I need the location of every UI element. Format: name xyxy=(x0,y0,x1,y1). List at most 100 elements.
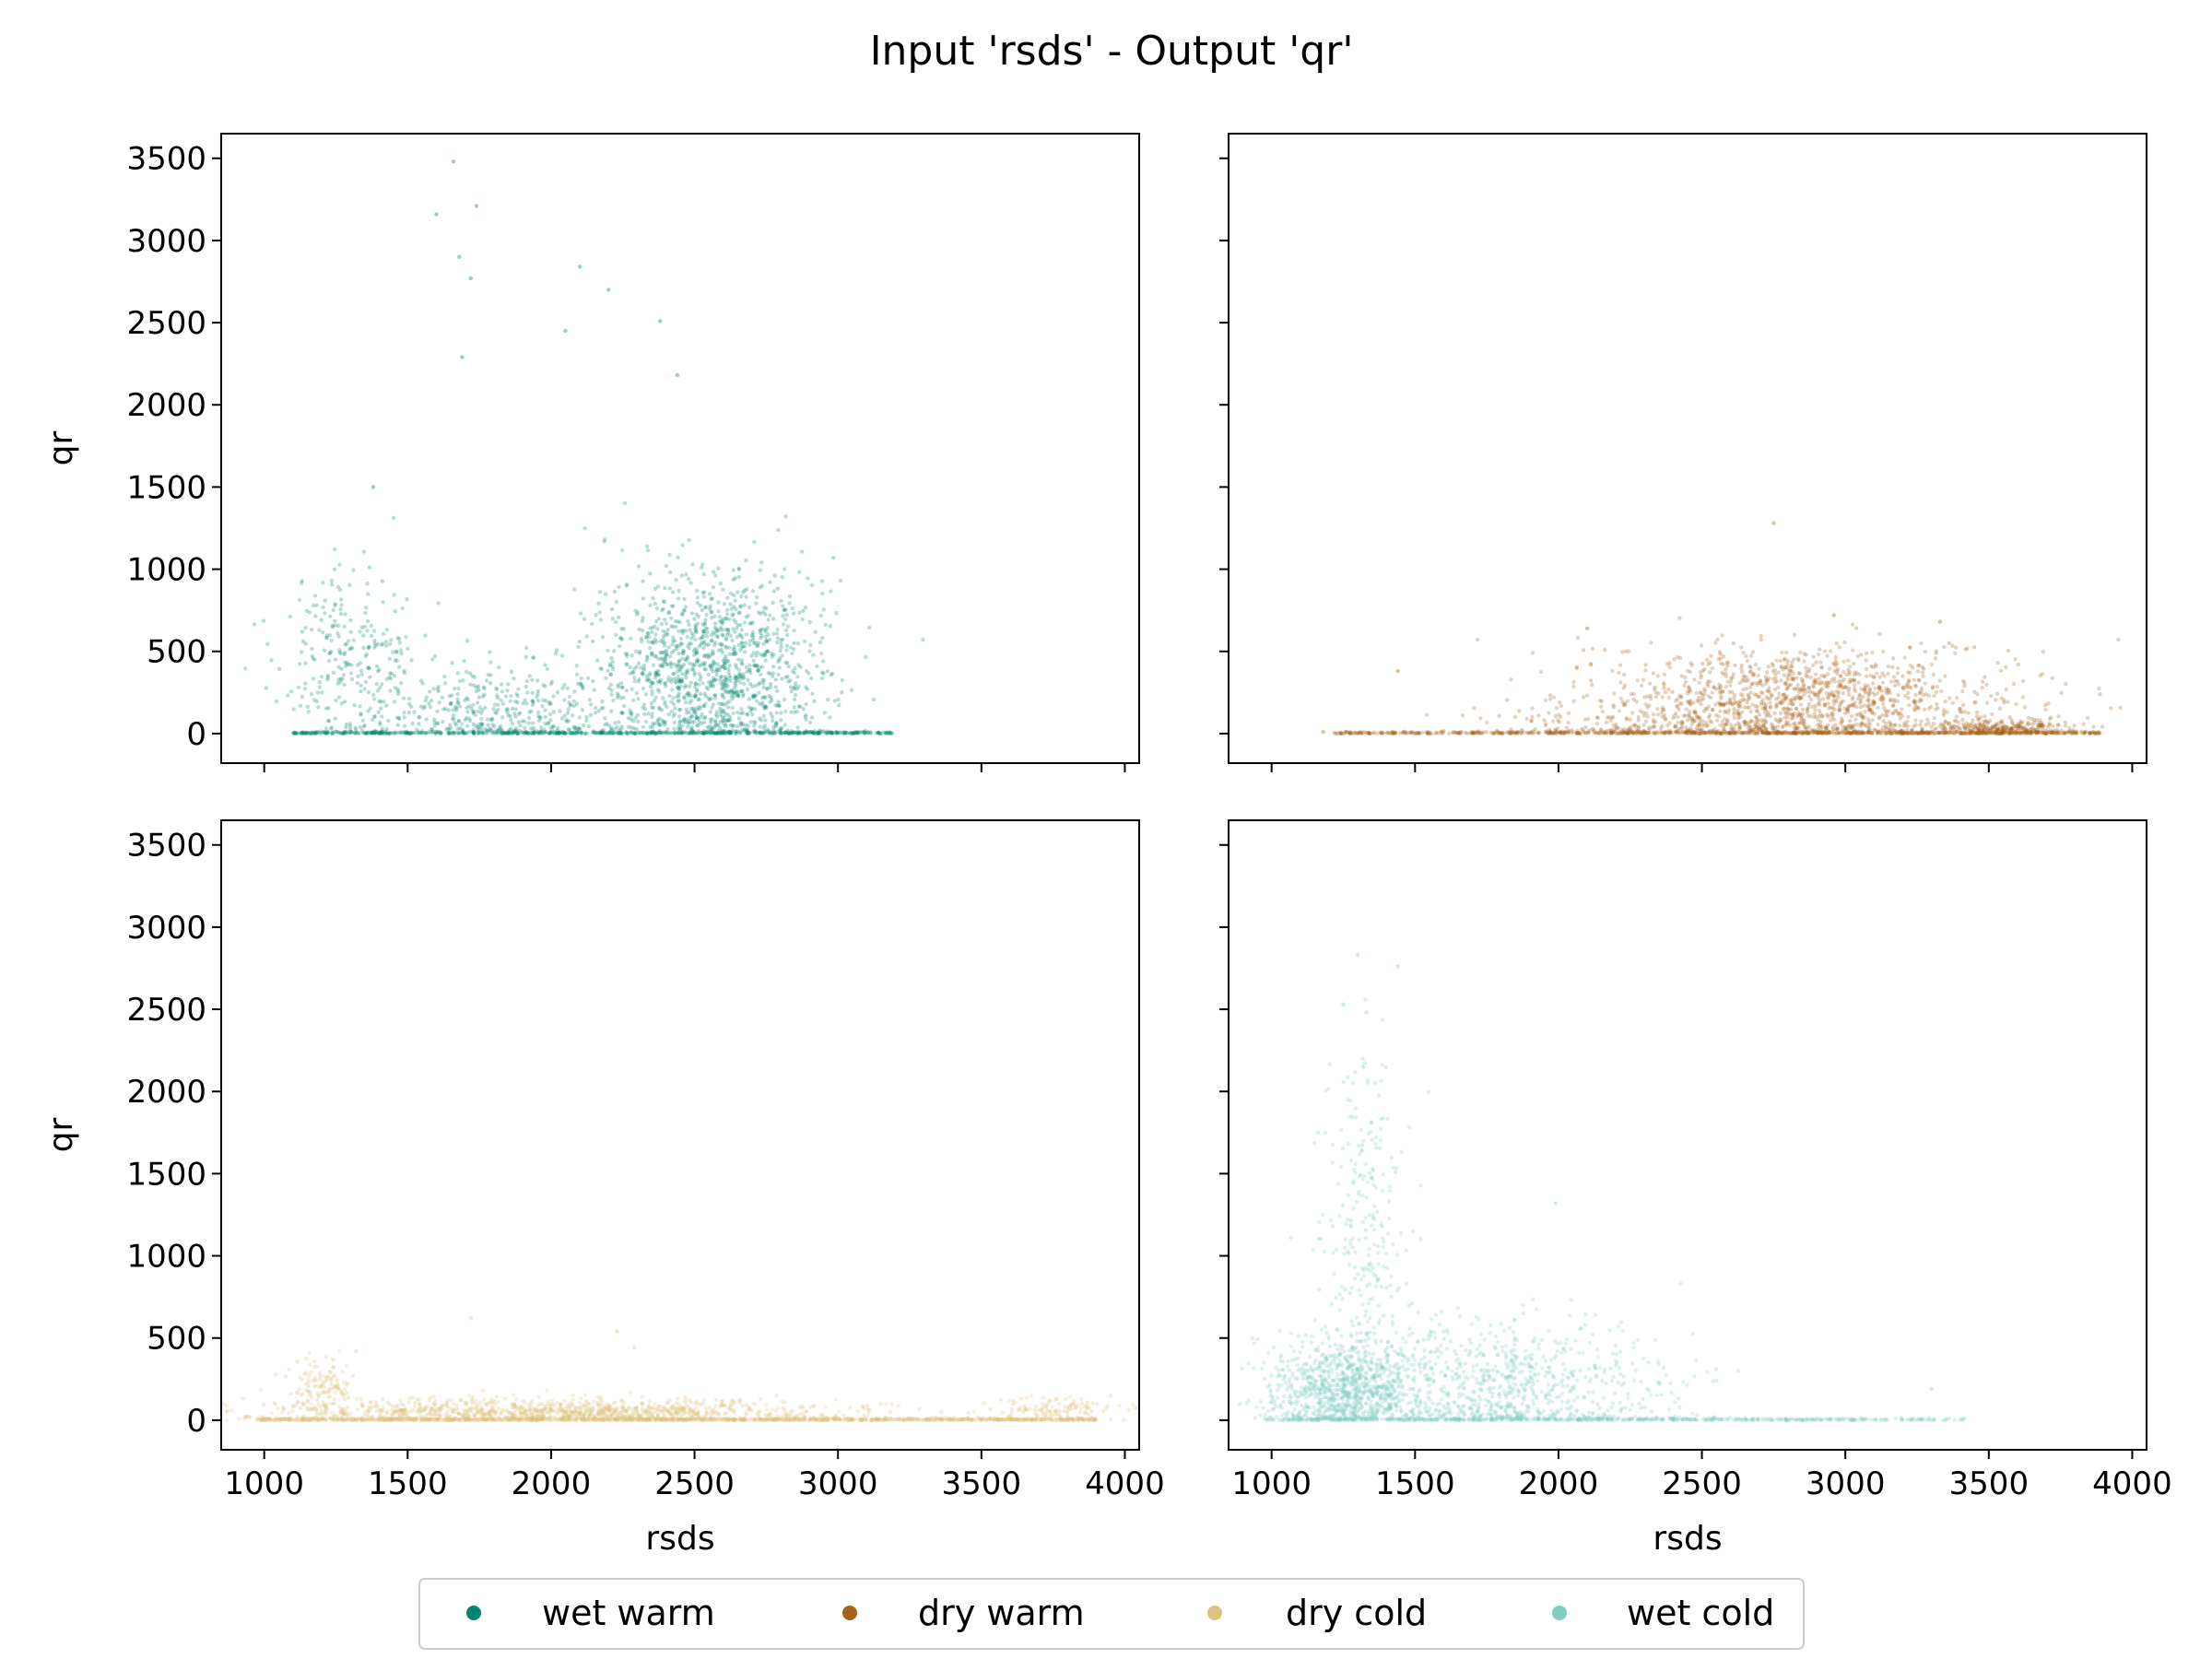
data-point xyxy=(368,731,373,735)
data-point xyxy=(829,589,833,594)
data-point xyxy=(510,731,514,735)
data-point xyxy=(520,729,524,735)
data-point xyxy=(529,709,534,713)
data-point xyxy=(726,667,731,672)
data-point xyxy=(1864,658,1868,663)
data-point xyxy=(649,731,653,735)
data-point xyxy=(830,555,836,560)
data-point xyxy=(1759,683,1765,688)
data-point xyxy=(675,669,680,674)
data-point xyxy=(1594,721,1600,726)
data-point xyxy=(656,656,661,661)
data-point xyxy=(710,596,715,601)
data-point xyxy=(677,720,682,724)
data-point xyxy=(709,730,714,735)
data-point xyxy=(717,614,723,619)
data-point xyxy=(1800,707,1806,712)
data-point xyxy=(740,662,745,666)
data-point xyxy=(532,731,536,735)
data-point xyxy=(551,694,556,699)
data-point xyxy=(686,643,690,648)
data-point xyxy=(678,731,684,735)
data-point xyxy=(530,690,535,695)
data-point xyxy=(1971,645,1977,650)
data-point xyxy=(2043,707,2048,712)
data-point xyxy=(1906,677,1912,683)
data-point xyxy=(804,717,808,722)
data-point xyxy=(614,632,618,637)
data-point xyxy=(514,731,520,735)
data-point xyxy=(1915,669,1921,674)
data-point xyxy=(530,721,535,725)
data-point xyxy=(325,729,330,735)
data-point xyxy=(1787,673,1793,677)
data-point xyxy=(356,731,360,735)
data-point xyxy=(1908,663,1913,668)
data-point xyxy=(515,730,520,735)
data-point xyxy=(830,730,834,735)
data-point xyxy=(1806,701,1812,707)
data-point xyxy=(326,719,331,724)
data-point xyxy=(644,678,649,683)
data-point xyxy=(359,672,364,677)
data-point xyxy=(2032,720,2037,725)
data-point xyxy=(738,605,743,609)
data-point xyxy=(759,730,765,735)
data-point xyxy=(342,700,347,704)
data-point xyxy=(506,713,511,718)
data-point xyxy=(857,730,862,735)
data-point xyxy=(384,628,389,632)
data-point xyxy=(1998,668,2004,673)
data-point xyxy=(675,643,679,649)
data-point xyxy=(690,729,695,734)
data-point xyxy=(687,710,691,714)
data-point xyxy=(1724,661,1730,665)
data-point xyxy=(1710,720,1714,724)
data-point xyxy=(1958,710,1963,714)
data-point xyxy=(711,584,716,590)
data-point xyxy=(451,731,455,735)
data-point xyxy=(667,570,673,574)
data-point xyxy=(840,690,844,695)
data-point xyxy=(752,663,757,667)
data-point xyxy=(719,619,724,625)
data-point xyxy=(335,630,340,636)
data-point xyxy=(1950,643,1955,648)
data-point xyxy=(696,614,701,619)
data-point xyxy=(354,731,359,735)
data-point xyxy=(1866,691,1872,697)
data-point xyxy=(610,731,615,735)
data-point xyxy=(614,619,618,625)
data-point xyxy=(474,685,478,689)
data-point xyxy=(763,634,769,639)
data-point xyxy=(394,730,398,735)
data-point xyxy=(681,729,686,735)
data-point xyxy=(818,730,822,735)
data-point xyxy=(1629,691,1634,697)
data-point xyxy=(738,680,743,685)
data-point xyxy=(681,651,686,655)
data-point xyxy=(620,685,625,689)
data-point xyxy=(363,731,368,735)
data-point xyxy=(1599,704,1604,709)
data-point xyxy=(317,680,323,685)
data-point xyxy=(808,730,813,735)
data-point xyxy=(1655,706,1660,712)
data-point xyxy=(552,731,558,735)
data-point xyxy=(790,606,795,611)
data-point xyxy=(1859,721,1865,725)
y-tick-label: 1500 xyxy=(126,469,206,506)
data-point xyxy=(577,640,582,644)
data-point xyxy=(771,727,776,733)
data-point xyxy=(757,690,761,695)
data-point xyxy=(797,731,802,735)
data-point xyxy=(500,682,504,687)
data-point xyxy=(746,731,750,735)
data-point xyxy=(1874,664,1878,669)
data-point xyxy=(665,662,669,667)
data-point xyxy=(324,706,329,711)
data-point xyxy=(715,635,720,640)
data-point xyxy=(1882,674,1887,678)
data-point xyxy=(677,666,682,672)
data-point xyxy=(479,716,484,722)
